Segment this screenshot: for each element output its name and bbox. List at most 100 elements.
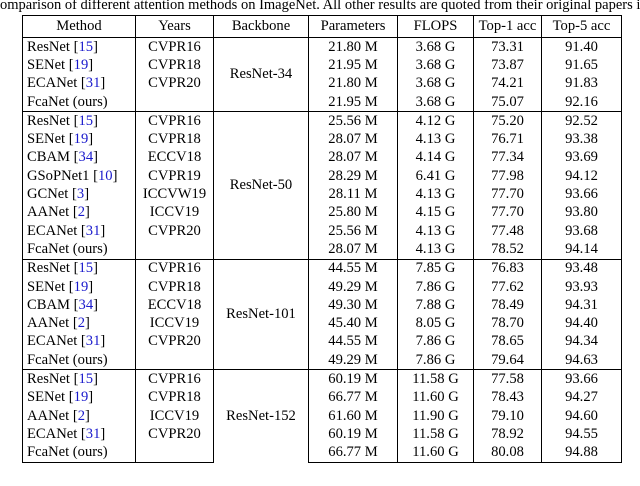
citation: 15 bbox=[74, 39, 98, 55]
top5-cell: 93.48 bbox=[541, 258, 622, 278]
top1-cell: 79.10 bbox=[473, 406, 542, 426]
flops-cell: 4.14 G bbox=[397, 148, 474, 168]
top1-cell: 77.70 bbox=[473, 203, 542, 222]
backbone-cell: ResNet-101 bbox=[213, 258, 309, 370]
year-cell bbox=[135, 351, 214, 370]
method-name: FcaNet (ours) bbox=[27, 444, 108, 461]
method-name: ResNet bbox=[27, 38, 70, 55]
column-header: Top-1 acc bbox=[473, 15, 542, 38]
column-header: Years bbox=[135, 15, 214, 38]
flops-cell: 7.86 G bbox=[397, 332, 474, 352]
method-name: ResNet bbox=[27, 260, 70, 277]
flops-cell: 7.85 G bbox=[397, 258, 474, 278]
params-cell: 66.77 M bbox=[308, 388, 398, 407]
top1-cell: 78.70 bbox=[473, 314, 542, 333]
flops-cell: 3.68 G bbox=[397, 56, 474, 75]
table-row: FcaNet (ours) 49.29 M 7.86 G 79.64 94.63 bbox=[22, 351, 622, 370]
caption: omparison of different attention methods… bbox=[0, 0, 640, 13]
top5-cell: 91.83 bbox=[541, 74, 622, 93]
top1-cell: 77.62 bbox=[473, 277, 542, 297]
flops-cell: 8.05 G bbox=[397, 314, 474, 333]
citation: 15 bbox=[74, 371, 98, 387]
method-cell: AANet 2 bbox=[22, 203, 136, 222]
top1-cell: 78.49 bbox=[473, 296, 542, 315]
column-header: Method bbox=[22, 15, 136, 38]
top5-cell: 94.14 bbox=[541, 240, 622, 260]
citation: 31 bbox=[81, 333, 105, 349]
year-cell: CVPR18 bbox=[135, 388, 214, 407]
table-row: FcaNet (ours) 21.95 M 3.68 G 75.07 92.16 bbox=[22, 92, 622, 112]
flops-cell: 3.68 G bbox=[397, 37, 474, 57]
method-cell: GSoPNet1 10 bbox=[22, 167, 136, 186]
table-row: FcaNet (ours) 28.07 M 4.13 G 78.52 94.14 bbox=[22, 240, 622, 260]
year-cell: CVPR18 bbox=[135, 130, 214, 149]
params-cell: 45.40 M bbox=[308, 314, 398, 333]
params-cell: 28.07 M bbox=[308, 148, 398, 168]
citation: 2 bbox=[73, 204, 90, 220]
method-name: CBAM bbox=[27, 296, 70, 313]
params-cell: 49.29 M bbox=[308, 351, 398, 370]
citation: 34 bbox=[74, 297, 98, 313]
year-cell: CVPR16 bbox=[135, 37, 214, 57]
backbone-cell: ResNet-34 bbox=[213, 36, 309, 112]
backbone-cell: ResNet-152 bbox=[213, 369, 309, 463]
flops-cell: 11.60 G bbox=[397, 388, 474, 407]
flops-cell: 11.58 G bbox=[397, 369, 474, 389]
method-cell: ResNet 15 bbox=[22, 258, 136, 278]
method-name: ECANet bbox=[27, 75, 78, 92]
year-cell: CVPR20 bbox=[135, 74, 214, 93]
top1-cell: 77.98 bbox=[473, 167, 542, 186]
year-cell: CVPR18 bbox=[135, 56, 214, 75]
column-header: Top-5 acc bbox=[541, 15, 622, 38]
citation: 2 bbox=[73, 408, 90, 424]
method-name: AANet bbox=[27, 315, 70, 332]
year-cell: ECCV18 bbox=[135, 296, 214, 315]
method-name: ECANet bbox=[27, 425, 78, 442]
method-name: FcaNet (ours) bbox=[27, 93, 108, 110]
top5-cell: 94.31 bbox=[541, 296, 622, 315]
citation: 19 bbox=[69, 131, 93, 147]
top1-cell: 75.07 bbox=[473, 92, 542, 112]
method-name: GCNet bbox=[27, 186, 69, 203]
top5-cell: 93.38 bbox=[541, 130, 622, 149]
params-cell: 49.30 M bbox=[308, 296, 398, 315]
top5-cell: 94.88 bbox=[541, 443, 622, 463]
params-cell: 44.55 M bbox=[308, 258, 398, 278]
citation: 31 bbox=[81, 223, 105, 239]
flops-cell: 11.90 G bbox=[397, 406, 474, 426]
params-cell: 28.07 M bbox=[308, 130, 398, 149]
column-header: Backbone bbox=[213, 15, 309, 38]
top5-cell: 94.34 bbox=[541, 332, 622, 352]
year-cell: ICCV19 bbox=[135, 203, 214, 222]
flops-cell: 3.68 G bbox=[397, 92, 474, 112]
top1-cell: 77.70 bbox=[473, 185, 542, 204]
method-cell: SENet 19 bbox=[22, 130, 136, 149]
top1-cell: 75.20 bbox=[473, 111, 542, 131]
method-name: FcaNet (ours) bbox=[27, 240, 108, 257]
top5-cell: 93.80 bbox=[541, 203, 622, 222]
flops-cell: 7.88 G bbox=[397, 296, 474, 315]
top5-cell: 93.69 bbox=[541, 148, 622, 168]
method-cell: ResNet 15 bbox=[22, 37, 136, 57]
top5-cell: 93.68 bbox=[541, 221, 622, 241]
year-cell: ICCV19 bbox=[135, 314, 214, 333]
year-cell: CVPR20 bbox=[135, 425, 214, 444]
method-name: GSoPNet1 bbox=[27, 167, 90, 184]
top1-cell: 77.34 bbox=[473, 148, 542, 168]
params-cell: 28.11 M bbox=[308, 185, 398, 204]
top5-cell: 94.40 bbox=[541, 314, 622, 333]
